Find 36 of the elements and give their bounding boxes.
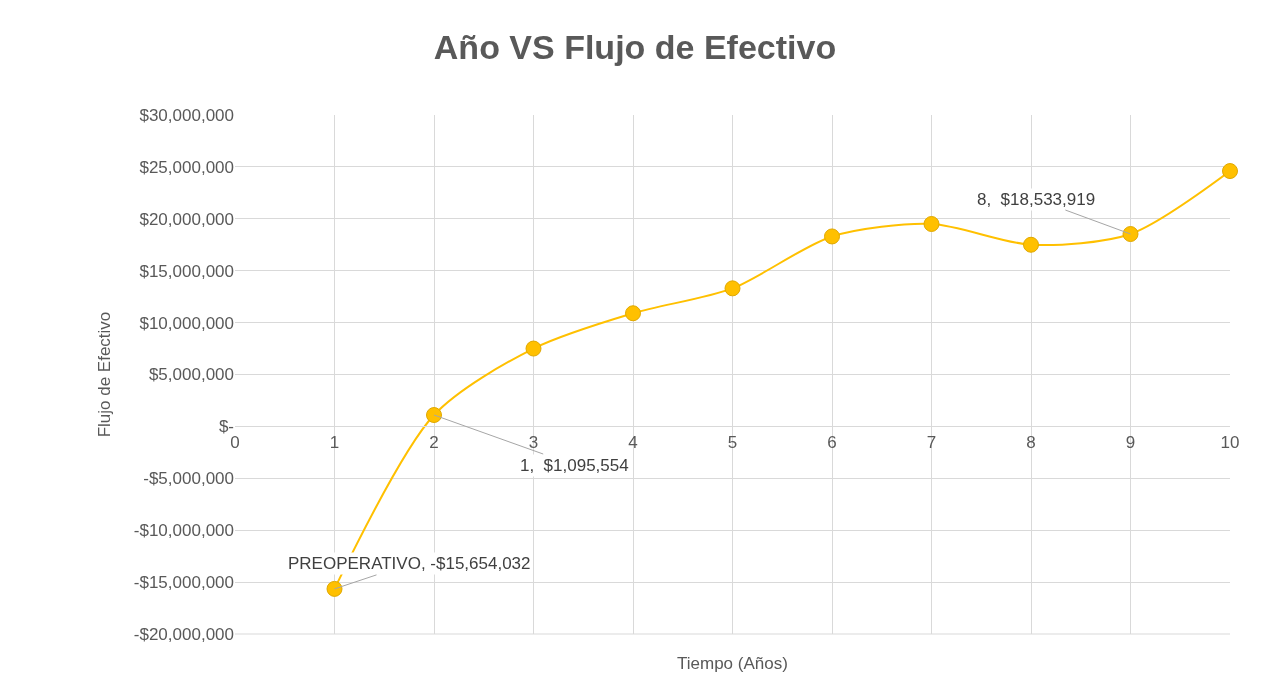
- point: [326, 580, 343, 597]
- y-tick-label: $5,000,000: [148, 365, 234, 385]
- x-tick-label: 2: [429, 432, 439, 452]
- point: [923, 215, 940, 232]
- annotation: 1, $1,095,554: [520, 456, 629, 475]
- point: [824, 228, 840, 245]
- y-tick-label: $30,000,000: [139, 105, 234, 125]
- annotation: PREOPERATIVO, -$15,654,032: [288, 554, 531, 573]
- x-tick-label: 7: [926, 432, 937, 452]
- y-tick-label: $25,000,000: [139, 157, 234, 177]
- y-tick-label: -$15,000,000: [133, 573, 234, 593]
- y-axis-title: Flujo de Efectivo: [95, 311, 115, 438]
- chart-title: Año VS Flujo de Efectivo: [433, 27, 837, 66]
- annotation: 8, $18,533,919: [977, 190, 1096, 209]
- point: [1222, 163, 1238, 180]
- point: [724, 280, 741, 297]
- point: [525, 340, 542, 357]
- y-tick-label: $10,000,000: [139, 313, 234, 333]
- x-tick-label: 10: [1220, 432, 1240, 452]
- x-tick-label: 1: [329, 432, 340, 452]
- x-tick-label: 8: [1026, 432, 1036, 452]
- y-tick-label: -$10,000,000: [133, 521, 234, 541]
- point: [1122, 226, 1139, 243]
- y-tick-label: $15,000,000: [139, 261, 234, 281]
- point: [1023, 236, 1039, 253]
- x-axis-title: Tiempo (Años): [677, 654, 788, 673]
- point: [625, 305, 641, 322]
- y-tick-label: $20,000,000: [139, 209, 234, 229]
- y-tick-label: -$20,000,000: [133, 624, 234, 644]
- x-tick-label: 3: [528, 432, 539, 452]
- x-tick-label: 5: [727, 432, 738, 452]
- y-tick-label: -$5,000,000: [143, 469, 234, 489]
- x-tick-label: 6: [827, 432, 837, 452]
- x-tick-label: 9: [1125, 432, 1136, 452]
- point: [426, 407, 442, 424]
- x-tick-label: 4: [628, 432, 638, 452]
